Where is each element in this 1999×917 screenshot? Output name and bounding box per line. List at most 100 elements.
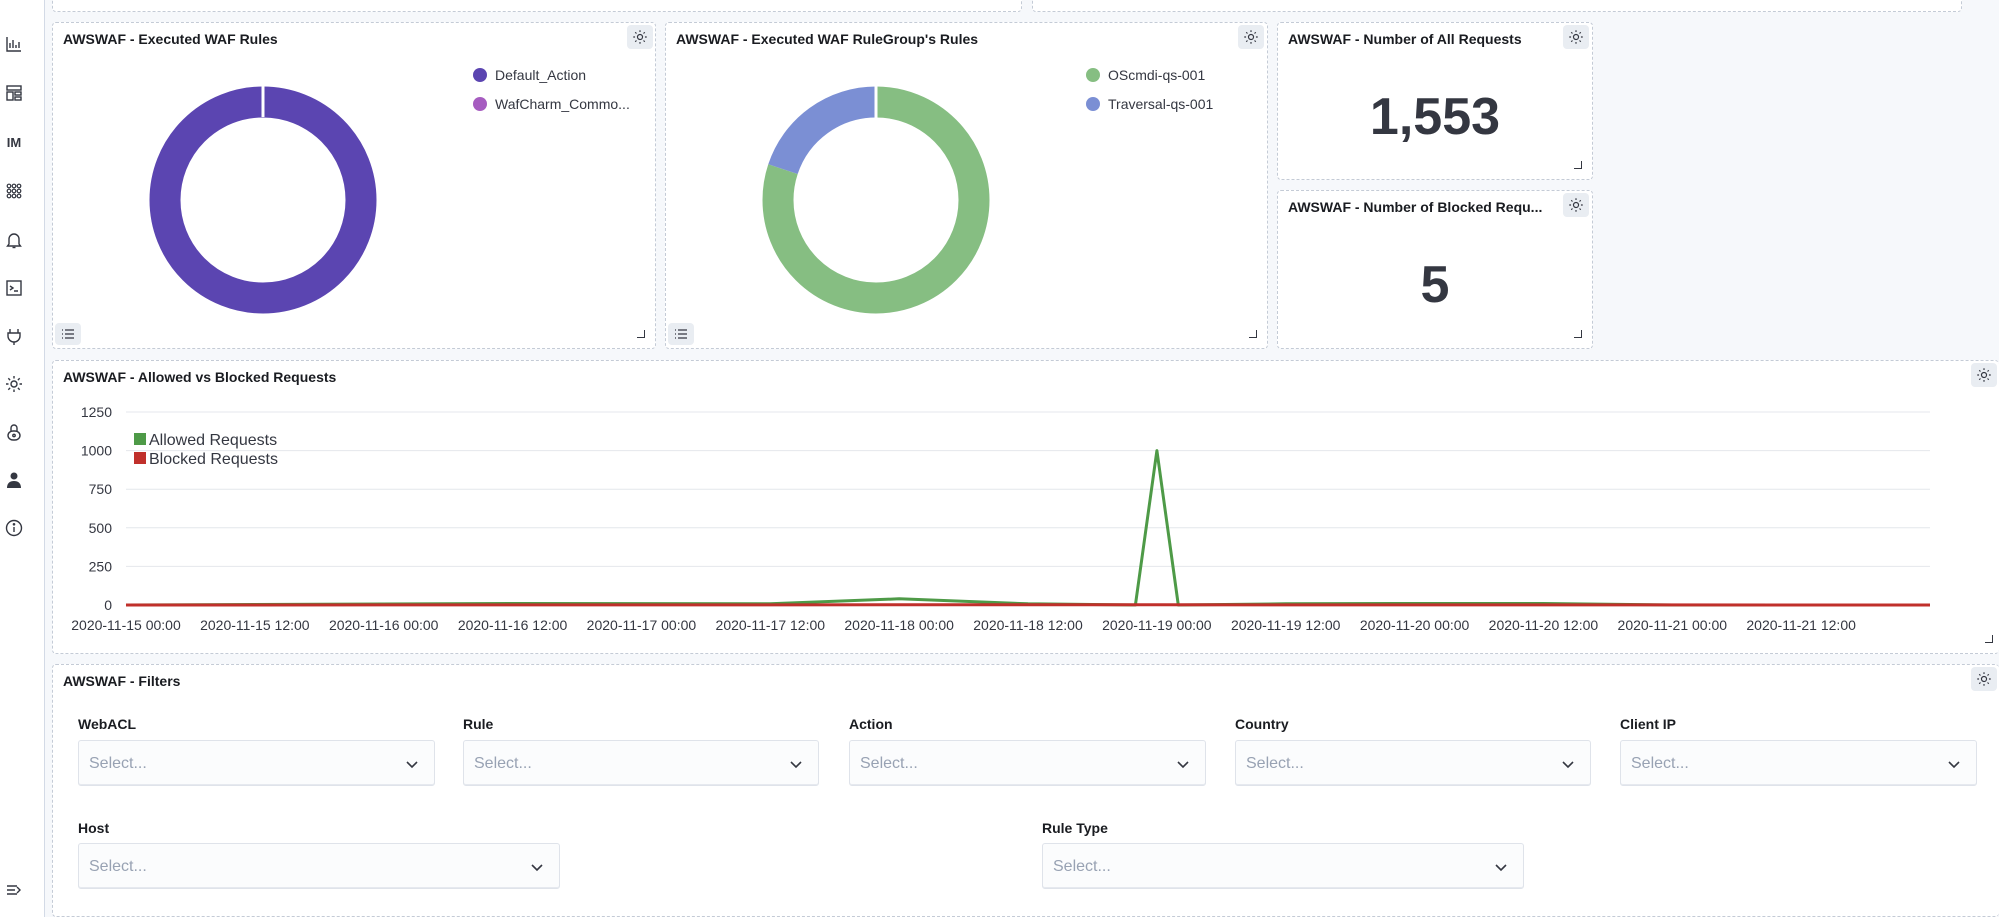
gear-icon xyxy=(1244,30,1258,44)
select-client-ip[interactable]: Select... xyxy=(1620,740,1977,786)
y-tick-label: 500 xyxy=(89,520,113,536)
im-icon[interactable]: IM xyxy=(0,128,28,156)
legend-swatch xyxy=(134,433,146,445)
gear-icon xyxy=(1569,30,1583,44)
y-tick-label: 1250 xyxy=(81,404,112,420)
filter-label-webacl: WebACL xyxy=(78,716,137,732)
y-tick-label: 250 xyxy=(89,558,113,574)
side-nav: IM xyxy=(0,0,45,917)
panel-options-button[interactable] xyxy=(627,25,653,49)
x-tick-label: 2020-11-21 00:00 xyxy=(1618,617,1728,633)
legend-dot xyxy=(1086,68,1100,82)
x-tick-label: 2020-11-20 00:00 xyxy=(1360,617,1470,633)
filter-label-host: Host xyxy=(78,820,110,836)
x-tick-label: 2020-11-17 12:00 xyxy=(716,617,826,633)
donut-chart-rulegroup xyxy=(762,85,990,314)
console-icon[interactable] xyxy=(0,274,28,302)
panel-top-left-cutoff xyxy=(52,0,1022,12)
panel-title: AWSWAF - Number of Blocked Requ... xyxy=(1288,199,1543,215)
select-country[interactable]: Select... xyxy=(1235,740,1591,786)
filter-label-action: Action xyxy=(849,716,893,732)
panel-number-of-all-requests: AWSWAF - Number of All Requests 1,553 xyxy=(1277,22,1593,180)
panel-executed-rulegroup-rules: AWSWAF - Executed WAF RuleGroup's Rules … xyxy=(665,22,1268,349)
legend-label: Traversal-qs-001 xyxy=(1108,96,1214,112)
x-tick-label: 2020-11-19 12:00 xyxy=(1231,617,1341,633)
plugins-icon[interactable] xyxy=(0,322,28,350)
select-webacl[interactable]: Select... xyxy=(78,740,435,786)
resize-handle[interactable] xyxy=(637,330,645,338)
resize-handle[interactable] xyxy=(1985,635,1993,643)
filter-label-rule-type: Rule Type xyxy=(1042,820,1108,836)
filter-label-client-ip: Client IP xyxy=(1620,716,1677,732)
apps-grid-icon[interactable] xyxy=(0,177,28,205)
x-tick-label: 2020-11-21 12:00 xyxy=(1746,617,1856,633)
x-tick-label: 2020-11-18 12:00 xyxy=(973,617,1083,633)
filter-label-rule: Rule xyxy=(463,716,494,732)
info-icon[interactable] xyxy=(0,514,28,542)
gear-icon xyxy=(633,30,647,44)
legend-label: WafCharm_Commo... xyxy=(495,96,630,112)
alerting-icon[interactable] xyxy=(0,226,28,254)
security-icon[interactable] xyxy=(0,418,28,446)
toggle-legend-button[interactable] xyxy=(668,323,694,345)
x-tick-label: 2020-11-15 12:00 xyxy=(200,617,310,633)
legend-item-wafcharm[interactable]: WafCharm_Commo... xyxy=(473,96,630,112)
panel-allowed-vs-blocked: AWSWAF - Allowed vs Blocked Requests 125… xyxy=(52,360,1999,654)
panel-executed-waf-rules: AWSWAF - Executed WAF Rules Default_Acti… xyxy=(52,22,656,349)
gear-icon xyxy=(1977,368,1991,382)
panel-options-button[interactable] xyxy=(1971,667,1997,691)
panel-options-button[interactable] xyxy=(1971,363,1997,387)
select-placeholder: Select... xyxy=(1246,755,1304,772)
metric-value: 1,553 xyxy=(1369,88,1501,146)
chevron-down-icon xyxy=(1562,761,1574,769)
list-icon xyxy=(62,329,74,339)
x-tick-label: 2020-11-19 00:00 xyxy=(1102,617,1212,633)
x-tick-label: 2020-11-18 00:00 xyxy=(844,617,954,633)
gear-icon[interactable] xyxy=(0,370,28,398)
resize-handle[interactable] xyxy=(1574,330,1582,338)
legend-item-oscmdi[interactable]: OScmdi-qs-001 xyxy=(1086,67,1205,83)
chevron-down-icon xyxy=(531,864,543,872)
panel-filters: AWSWAF - Filters WebACL Select... Rule S… xyxy=(52,664,1999,917)
select-placeholder: Select... xyxy=(474,755,532,772)
legend-label: OScmdi-qs-001 xyxy=(1108,67,1206,83)
gear-icon xyxy=(1569,198,1583,212)
user-icon[interactable] xyxy=(0,466,28,494)
filter-label-country: Country xyxy=(1235,716,1289,732)
toggle-legend-button[interactable] xyxy=(55,323,81,345)
legend-label: Default_Action xyxy=(495,67,587,83)
visualize-icon[interactable] xyxy=(0,30,28,58)
legend-item-traversal[interactable]: Traversal-qs-001 xyxy=(1086,96,1213,112)
donut-chart-executed-rules xyxy=(149,85,377,314)
chevron-down-icon xyxy=(406,761,418,769)
dashboard-icon[interactable] xyxy=(0,79,28,107)
select-placeholder: Select... xyxy=(860,755,918,772)
panel-options-button[interactable] xyxy=(1238,25,1264,49)
collapse-menu-icon[interactable] xyxy=(0,876,28,904)
panel-number-of-blocked-requests: AWSWAF - Number of Blocked Requ... 5 xyxy=(1277,190,1593,349)
legend-label: Allowed Requests xyxy=(149,432,277,449)
select-rule[interactable]: Select... xyxy=(463,740,819,786)
legend-dot xyxy=(473,68,487,82)
panel-title: AWSWAF - Filters xyxy=(63,673,181,689)
chevron-down-icon xyxy=(1948,761,1960,769)
x-tick-label: 2020-11-16 00:00 xyxy=(329,617,439,633)
x-tick-label: 2020-11-20 12:00 xyxy=(1489,617,1599,633)
metric-value: 5 xyxy=(1420,256,1450,314)
panel-options-button[interactable] xyxy=(1563,193,1589,217)
select-host[interactable]: Select... xyxy=(78,843,560,889)
legend-item-default-action[interactable]: Default_Action xyxy=(473,67,586,83)
select-placeholder: Select... xyxy=(89,858,147,875)
resize-handle[interactable] xyxy=(1574,161,1582,169)
legend-label: Blocked Requests xyxy=(149,451,278,468)
panel-title: AWSWAF - Executed WAF Rules xyxy=(63,31,278,47)
line-chart-allowed-vs-blocked: 1250 1000 750 500 250 0 2020-11-15 00:00 2020-1… xyxy=(71,404,1931,633)
slice-default-action[interactable] xyxy=(149,86,377,314)
x-tick-label: 2020-11-17 00:00 xyxy=(587,617,697,633)
resize-handle[interactable] xyxy=(1249,330,1257,338)
panel-title: AWSWAF - Allowed vs Blocked Requests xyxy=(63,369,337,385)
panel-title: AWSWAF - Executed WAF RuleGroup's Rules xyxy=(676,31,979,47)
select-rule-type[interactable]: Select... xyxy=(1042,843,1524,889)
select-action[interactable]: Select... xyxy=(849,740,1206,786)
panel-options-button[interactable] xyxy=(1563,25,1589,49)
